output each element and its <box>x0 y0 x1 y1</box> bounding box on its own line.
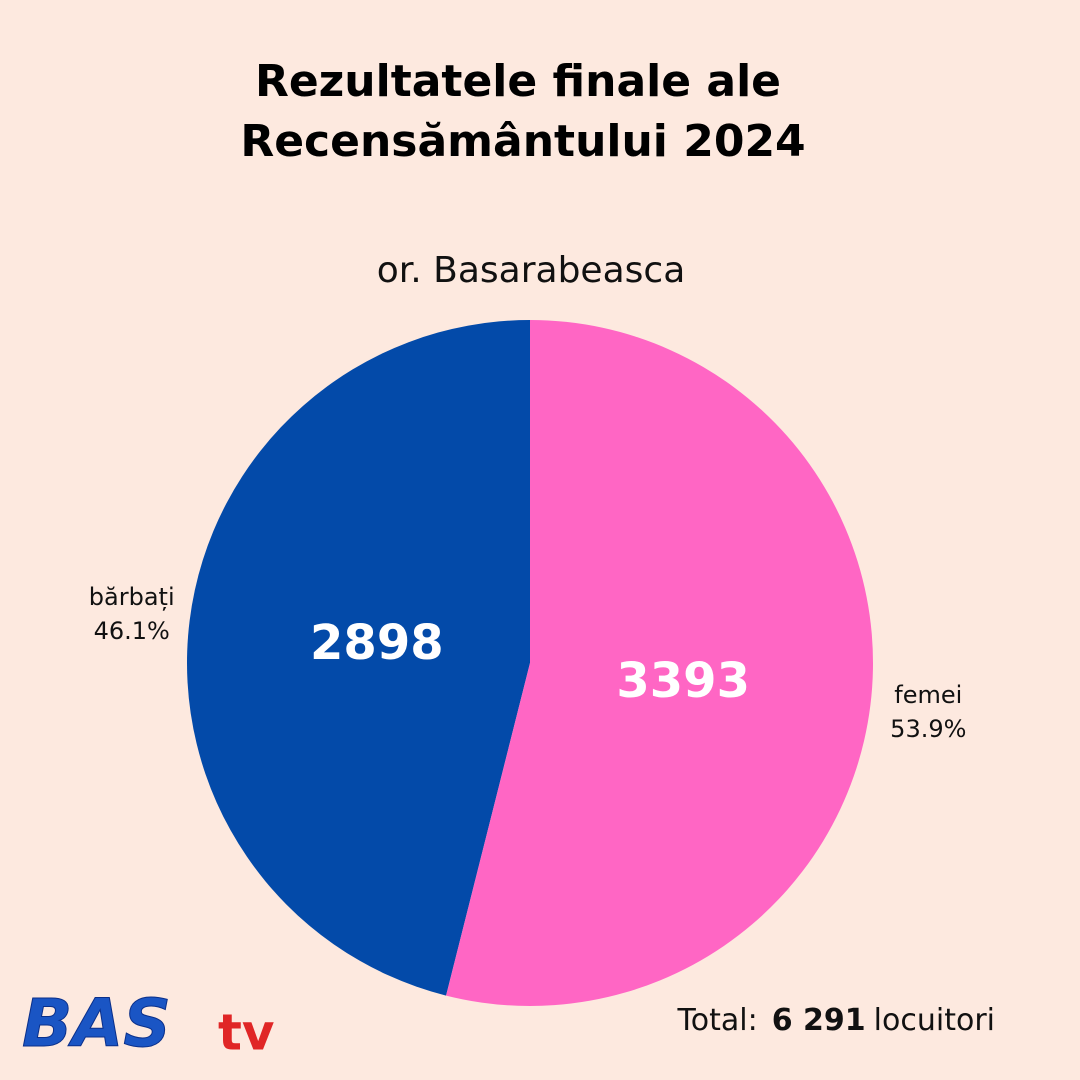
chart-subtitle: or. Basarabeasca <box>377 250 686 291</box>
total: Total: 6 291 locuitori <box>677 1003 995 1038</box>
share-label: 53.9% <box>890 715 966 743</box>
category-label: femei <box>894 681 962 709</box>
logo: BAS tv <box>22 985 275 1063</box>
pie: 2898 bărbați 46.1% 3393 femei 53.9% <box>89 320 966 1006</box>
total-line: Total: 6 291 locuitori <box>677 1003 995 1038</box>
pie-slice <box>446 320 873 1006</box>
logo-main: BAS <box>22 985 171 1062</box>
total-value: 6 291 <box>772 1003 866 1038</box>
total-prefix: Total: <box>677 1003 758 1038</box>
chart-title: Recensământului 2024 <box>240 116 805 167</box>
category-label: bărbați <box>89 583 175 611</box>
pie-slice <box>186 320 530 996</box>
chart-title: Rezultatele finale ale <box>255 56 781 107</box>
share-label: 46.1% <box>94 617 170 645</box>
value-label: 3393 <box>616 653 750 709</box>
total-suffix: locuitori <box>874 1003 995 1038</box>
logo-sub: tv <box>218 1004 275 1062</box>
value-label: 2898 <box>310 615 444 671</box>
